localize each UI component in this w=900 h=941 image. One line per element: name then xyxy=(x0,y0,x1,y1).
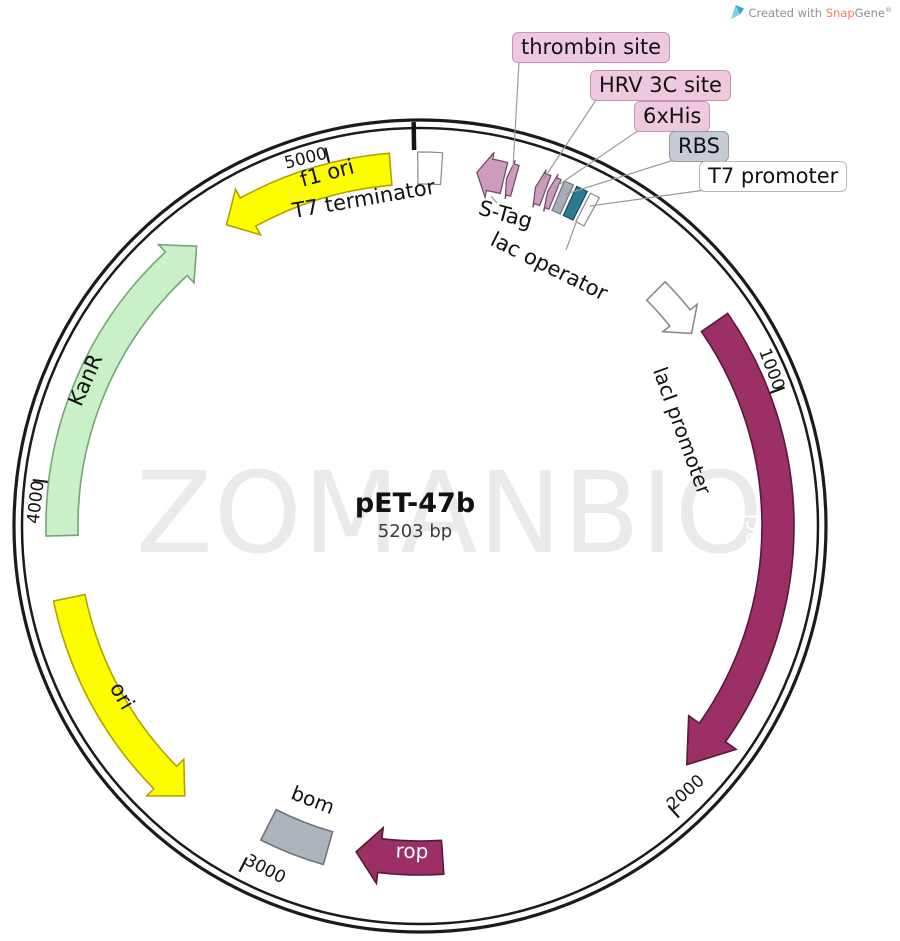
tick-4000 xyxy=(32,478,49,484)
feature-kanr xyxy=(45,243,198,537)
tick-1000 xyxy=(769,386,785,395)
feature-f1-ori xyxy=(225,152,393,237)
feature-t7-terminator xyxy=(417,151,444,186)
plasmid-name: pET-47b xyxy=(354,488,476,519)
leader-line xyxy=(565,219,578,251)
backbone-inner-ring xyxy=(20,126,820,926)
callout-6xhis: 6xHis xyxy=(634,101,711,132)
leader-line xyxy=(490,195,498,204)
callout-thrombin-site: thrombin site xyxy=(512,32,671,63)
feature-hrv-3c-site xyxy=(532,169,552,208)
snapgene-credit: Created with SnapGene® xyxy=(731,5,892,20)
plasmid-size: 5203 bp xyxy=(377,521,453,542)
leader-line-hrv-3c-site xyxy=(542,99,597,181)
feature-label-laci-promoter: lacI promoter xyxy=(648,364,717,499)
feature-label-bom: bom xyxy=(288,781,338,819)
feature-thrombin-site xyxy=(504,159,520,200)
registered-mark: ® xyxy=(885,5,892,14)
feature-lac-operator xyxy=(562,185,589,221)
callout-t7-promoter: T7 promoter xyxy=(699,161,848,192)
tick-label-3000: 3000 xyxy=(241,850,289,888)
leader-line-t7-promoter xyxy=(589,189,706,207)
leader-line-thrombin-site xyxy=(512,61,520,169)
feature-6xhis xyxy=(543,173,562,212)
feature-rop xyxy=(355,825,445,886)
feature-laci-promoter xyxy=(645,280,699,335)
credit-text: Created with SnapGene® xyxy=(748,5,892,20)
feature-bom xyxy=(259,808,334,866)
watermark-text: ZOMANBIO xyxy=(136,449,764,579)
brand-snap: Snap xyxy=(825,5,855,20)
feature-label-s-tag: S-Tag xyxy=(476,196,535,234)
feature-rbs xyxy=(551,180,575,215)
snapgene-logo-icon xyxy=(731,5,745,19)
feature-label-laci: lacI xyxy=(739,513,764,550)
tick-2000 xyxy=(667,804,680,819)
backbone-outer-ring xyxy=(12,118,828,934)
plasmid-title-block: pET-47b 5203 bp xyxy=(315,488,515,542)
brand-gene: Gene xyxy=(854,5,885,20)
leader-line-rbs xyxy=(565,159,675,195)
callout-hrv-3c-site: HRV 3C site xyxy=(590,70,731,101)
tick-5000 xyxy=(324,147,331,164)
feature-laci xyxy=(685,312,795,766)
tick-label-4000: 4000 xyxy=(24,480,49,525)
leader-line-6xhis xyxy=(553,129,640,189)
callout-rbs: RBS xyxy=(669,131,729,162)
feature-label-lac-operator: lac operator xyxy=(487,227,612,305)
feature-label-rop: rop xyxy=(395,839,428,864)
feature-ori xyxy=(52,593,186,797)
feature-s-tag xyxy=(476,151,509,200)
tick-3000 xyxy=(238,857,248,873)
